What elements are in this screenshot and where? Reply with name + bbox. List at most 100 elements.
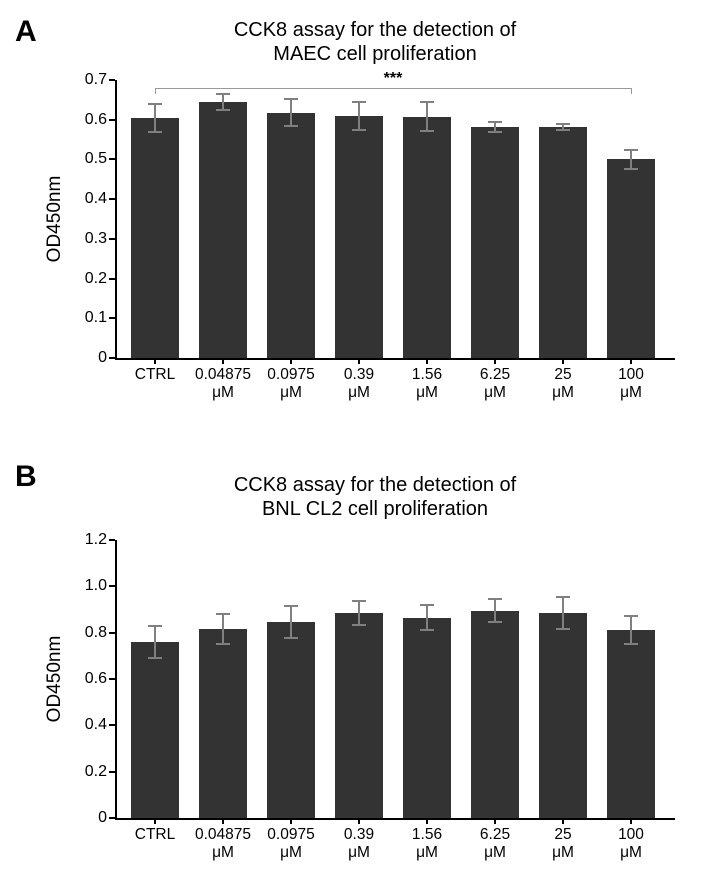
x-tick (494, 358, 496, 364)
chart-a-yaxis (115, 80, 117, 360)
bar (471, 611, 519, 818)
x-tick-label: 1.56μM (389, 366, 465, 402)
error-bar-cap (488, 131, 502, 133)
error-bar-cap (488, 598, 502, 600)
chart-b-xaxis (115, 818, 675, 820)
y-tick (109, 724, 115, 726)
panel-a-label: A (15, 15, 37, 49)
bar (607, 159, 655, 358)
x-tick-label: CTRL (117, 826, 193, 844)
error-bar-cap (284, 637, 298, 639)
y-tick (109, 539, 115, 541)
panel-b-title-line1: CCK8 assay for the detection of (234, 474, 516, 496)
x-tick-label: 6.25μM (457, 366, 533, 402)
y-tick-label: 0.4 (73, 716, 107, 734)
error-bar-line (426, 605, 428, 630)
y-tick-label: 0.8 (73, 624, 107, 642)
y-tick (109, 158, 115, 160)
y-tick (109, 317, 115, 319)
error-bar-cap (284, 98, 298, 100)
error-bar-cap (624, 643, 638, 645)
significance-line (155, 88, 631, 89)
figure-container: A CCK8 assay for the detection of MAEC c… (0, 0, 712, 896)
y-tick (109, 238, 115, 240)
x-tick-label: 6.25μM (457, 826, 533, 862)
error-bar-cap (420, 629, 434, 631)
x-tick (222, 358, 224, 364)
bar (607, 630, 655, 818)
y-tick-label: 0.2 (73, 763, 107, 781)
y-tick-label: 0.6 (73, 111, 107, 129)
y-tick-label: 1.0 (73, 577, 107, 595)
x-tick (222, 818, 224, 824)
error-bar-cap (352, 129, 366, 131)
error-bar-cap (216, 643, 230, 645)
x-tick-label: 0.0975μM (253, 826, 329, 862)
x-tick (630, 358, 632, 364)
error-bar-cap (216, 93, 230, 95)
x-tick (562, 818, 564, 824)
x-tick (290, 358, 292, 364)
error-bar-cap (216, 613, 230, 615)
x-tick-label: 100μM (593, 826, 669, 862)
error-bar-cap (284, 605, 298, 607)
error-bar-line (154, 104, 156, 132)
bar (199, 102, 247, 358)
error-bar-cap (556, 628, 570, 630)
chart-a-area: 00.10.20.30.40.50.60.7CTRL0.04875μM0.097… (115, 80, 675, 360)
panel-a-ylabel: OD450nm (44, 169, 66, 269)
panel-a: A CCK8 assay for the detection of MAEC c… (0, 0, 712, 440)
error-bar-cap (488, 121, 502, 123)
bar (403, 618, 451, 818)
chart-b-area: 00.20.40.60.81.01.2CTRL0.04875μM0.0975μM… (115, 540, 675, 820)
error-bar-cap (148, 657, 162, 659)
error-bar-cap (556, 129, 570, 131)
bar (267, 113, 315, 358)
significance-drop (631, 88, 632, 94)
x-tick (426, 358, 428, 364)
y-tick (109, 79, 115, 81)
y-tick (109, 817, 115, 819)
error-bar-cap (216, 109, 230, 111)
y-tick-label: 0 (73, 349, 107, 367)
panel-a-title-line1: CCK8 assay for the detection of (234, 19, 516, 41)
y-tick (109, 198, 115, 200)
panel-b-title-line2: BNL CL2 cell proliferation (262, 498, 488, 520)
error-bar-cap (624, 149, 638, 151)
error-bar-line (426, 102, 428, 131)
significance-drop (155, 88, 156, 94)
x-tick (358, 818, 360, 824)
error-bar-cap (352, 600, 366, 602)
error-bar-cap (624, 168, 638, 170)
x-tick-label: 0.39μM (321, 826, 397, 862)
panel-b-title: CCK8 assay for the detection of BNL CL2 … (90, 473, 660, 521)
y-tick (109, 585, 115, 587)
y-tick-label: 0.1 (73, 309, 107, 327)
x-tick-label: 0.04875μM (185, 366, 261, 402)
bar (403, 117, 451, 358)
error-bar-line (630, 616, 632, 644)
panel-b-ylabel: OD450nm (44, 629, 66, 729)
error-bar-line (630, 150, 632, 170)
panel-b-label: B (15, 460, 37, 494)
error-bar-cap (556, 596, 570, 598)
y-tick-label: 0.3 (73, 230, 107, 248)
bar (131, 118, 179, 358)
x-tick (426, 818, 428, 824)
error-bar-line (154, 626, 156, 658)
error-bar-line (222, 614, 224, 644)
x-tick-label: 25μM (525, 366, 601, 402)
y-tick (109, 278, 115, 280)
x-tick-label: 25μM (525, 826, 601, 862)
error-bar-cap (556, 123, 570, 125)
bar (199, 629, 247, 818)
error-bar-line (358, 601, 360, 624)
y-tick-label: 0 (73, 809, 107, 827)
x-tick-label: 100μM (593, 366, 669, 402)
x-tick (630, 818, 632, 824)
error-bar-cap (420, 130, 434, 132)
error-bar-line (358, 102, 360, 130)
error-bar-line (222, 94, 224, 110)
x-tick (562, 358, 564, 364)
x-tick-label: CTRL (117, 366, 193, 384)
